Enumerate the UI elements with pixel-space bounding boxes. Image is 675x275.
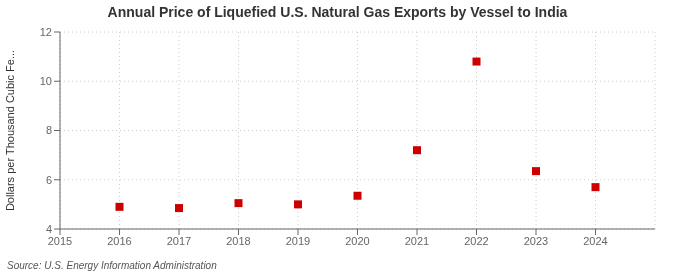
svg-text:4: 4 <box>46 223 52 235</box>
svg-text:Dollars per Thousand Cubic Fe.: Dollars per Thousand Cubic Fe... <box>8 50 16 211</box>
svg-text:2016: 2016 <box>107 235 131 247</box>
html-text:Annual Price of Liquefied U.S.: Annual Price of Liquefied U.S. Natural G… <box>107 4 568 20</box>
svg-text:2015: 2015 <box>48 235 72 247</box>
svg-text:2024: 2024 <box>583 235 607 247</box>
svg-text:8: 8 <box>46 124 52 136</box>
svg-text:2020: 2020 <box>345 235 369 247</box>
svg-text:2021: 2021 <box>405 235 429 247</box>
svg-text:2023: 2023 <box>524 235 548 247</box>
svg-text:6: 6 <box>46 174 52 186</box>
html-text:Source: U.S. Energy Informatio: Source: U.S. Energy Information Administ… <box>7 260 217 271</box>
svg-text:2019: 2019 <box>286 235 310 247</box>
svg-text:2018: 2018 <box>226 235 250 247</box>
svg-text:2017: 2017 <box>167 235 191 247</box>
svg-text:12: 12 <box>40 26 52 38</box>
svg-text:10: 10 <box>40 75 52 87</box>
svg-text:2022: 2022 <box>464 235 488 247</box>
